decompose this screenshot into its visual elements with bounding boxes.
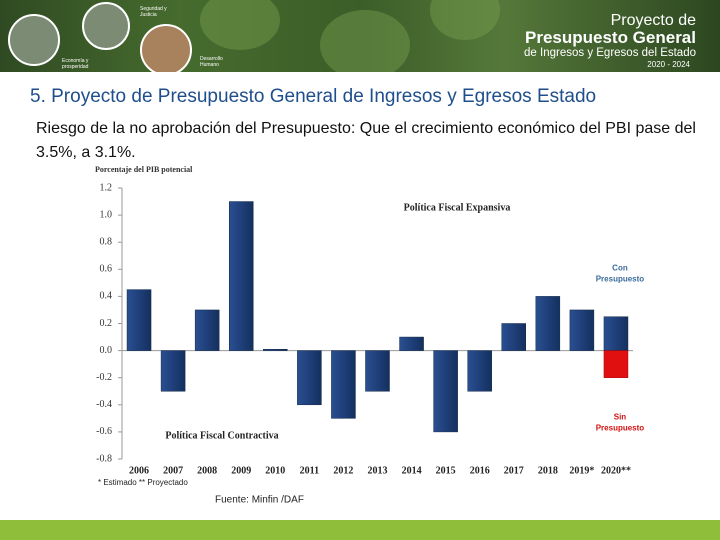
y-tick-label: 0.6: [100, 264, 113, 275]
x-tick-label: 2020**: [601, 465, 631, 476]
project-text: Presupuesto General: [524, 28, 696, 47]
x-tick-label: 2008: [197, 465, 217, 476]
series-label: Sin Presupuesto: [596, 413, 645, 433]
bar: [569, 309, 595, 351]
x-tick-label: 2014: [402, 465, 422, 476]
bar: [603, 350, 629, 378]
logo-text: Desarrollo Humano: [200, 56, 223, 68]
footnote: * Estimado ** Proyectado: [98, 478, 188, 487]
x-tick-label: 2019*: [569, 465, 594, 476]
x-tick-label: 2017: [504, 465, 524, 476]
bar: [603, 316, 629, 351]
logo-circle: [82, 2, 130, 50]
bar: [467, 350, 492, 392]
x-tick-label: 2015: [436, 465, 456, 476]
y-tick-label: 1.2: [100, 182, 113, 193]
logo-text: Economía y prosperidad: [62, 58, 89, 70]
slide-title: 5. Proyecto de Presupuesto General de In…: [30, 86, 597, 107]
bar: [535, 296, 561, 351]
x-tick-label: 2018: [538, 465, 558, 476]
y-tick-label: -0.4: [96, 399, 112, 410]
bar: [433, 350, 458, 433]
x-tick-label: 2007: [163, 465, 183, 476]
bar: [331, 350, 356, 419]
bar: [263, 348, 288, 351]
project-text: Proyecto de: [610, 12, 696, 29]
logo-text: Seguridad y Justicia: [140, 6, 167, 18]
bar: [501, 323, 527, 351]
banner: Seguridad y Justicia Economía y prosperi…: [0, 0, 720, 72]
bar: [160, 350, 186, 392]
project-text: 2020 - 2024: [647, 60, 690, 69]
x-tick-label: 2016: [470, 465, 490, 476]
footer-bar: [0, 520, 720, 540]
slide-subtitle: Riesgo de la no aprobación del Presupues…: [36, 120, 696, 161]
x-tick-label: 2006: [129, 465, 149, 476]
decor: [200, 0, 280, 50]
bar: [365, 350, 390, 392]
annotation: Política Fiscal Contractiva: [165, 430, 278, 441]
y-tick-label: 0.8: [100, 236, 113, 247]
y-tick-label: -0.8: [96, 453, 112, 464]
y-tick-label: 0.4: [100, 291, 113, 302]
source: Fuente: Minfin /DAF: [215, 495, 304, 506]
logo-circle: [140, 24, 192, 72]
bar: [126, 289, 152, 351]
logo-circle: [8, 14, 60, 66]
x-tick-label: 2012: [333, 465, 353, 476]
decor: [320, 10, 410, 72]
bar: [194, 309, 220, 351]
x-tick-label: 2011: [300, 465, 319, 476]
bar: [228, 201, 254, 351]
annotation: Política Fiscal Expansiva: [404, 202, 511, 213]
y-tick-label: 1.0: [100, 209, 113, 220]
bar: [399, 336, 424, 351]
x-tick-label: 2009: [231, 465, 251, 476]
x-tick-label: 2010: [265, 465, 285, 476]
x-tick-label: 2013: [368, 465, 388, 476]
bar: [297, 350, 322, 406]
project-text: de Ingresos y Egresos del Estado: [524, 47, 696, 59]
series-label: Con Presupuesto: [596, 264, 645, 284]
y-tick-label: 0.0: [100, 345, 113, 356]
y-tick-label: -0.6: [96, 426, 112, 437]
y-tick-label: 0.2: [100, 318, 113, 329]
y-axis-label: Porcentaje del PIB potencial: [95, 165, 193, 174]
y-tick-label: -0.2: [96, 372, 112, 383]
